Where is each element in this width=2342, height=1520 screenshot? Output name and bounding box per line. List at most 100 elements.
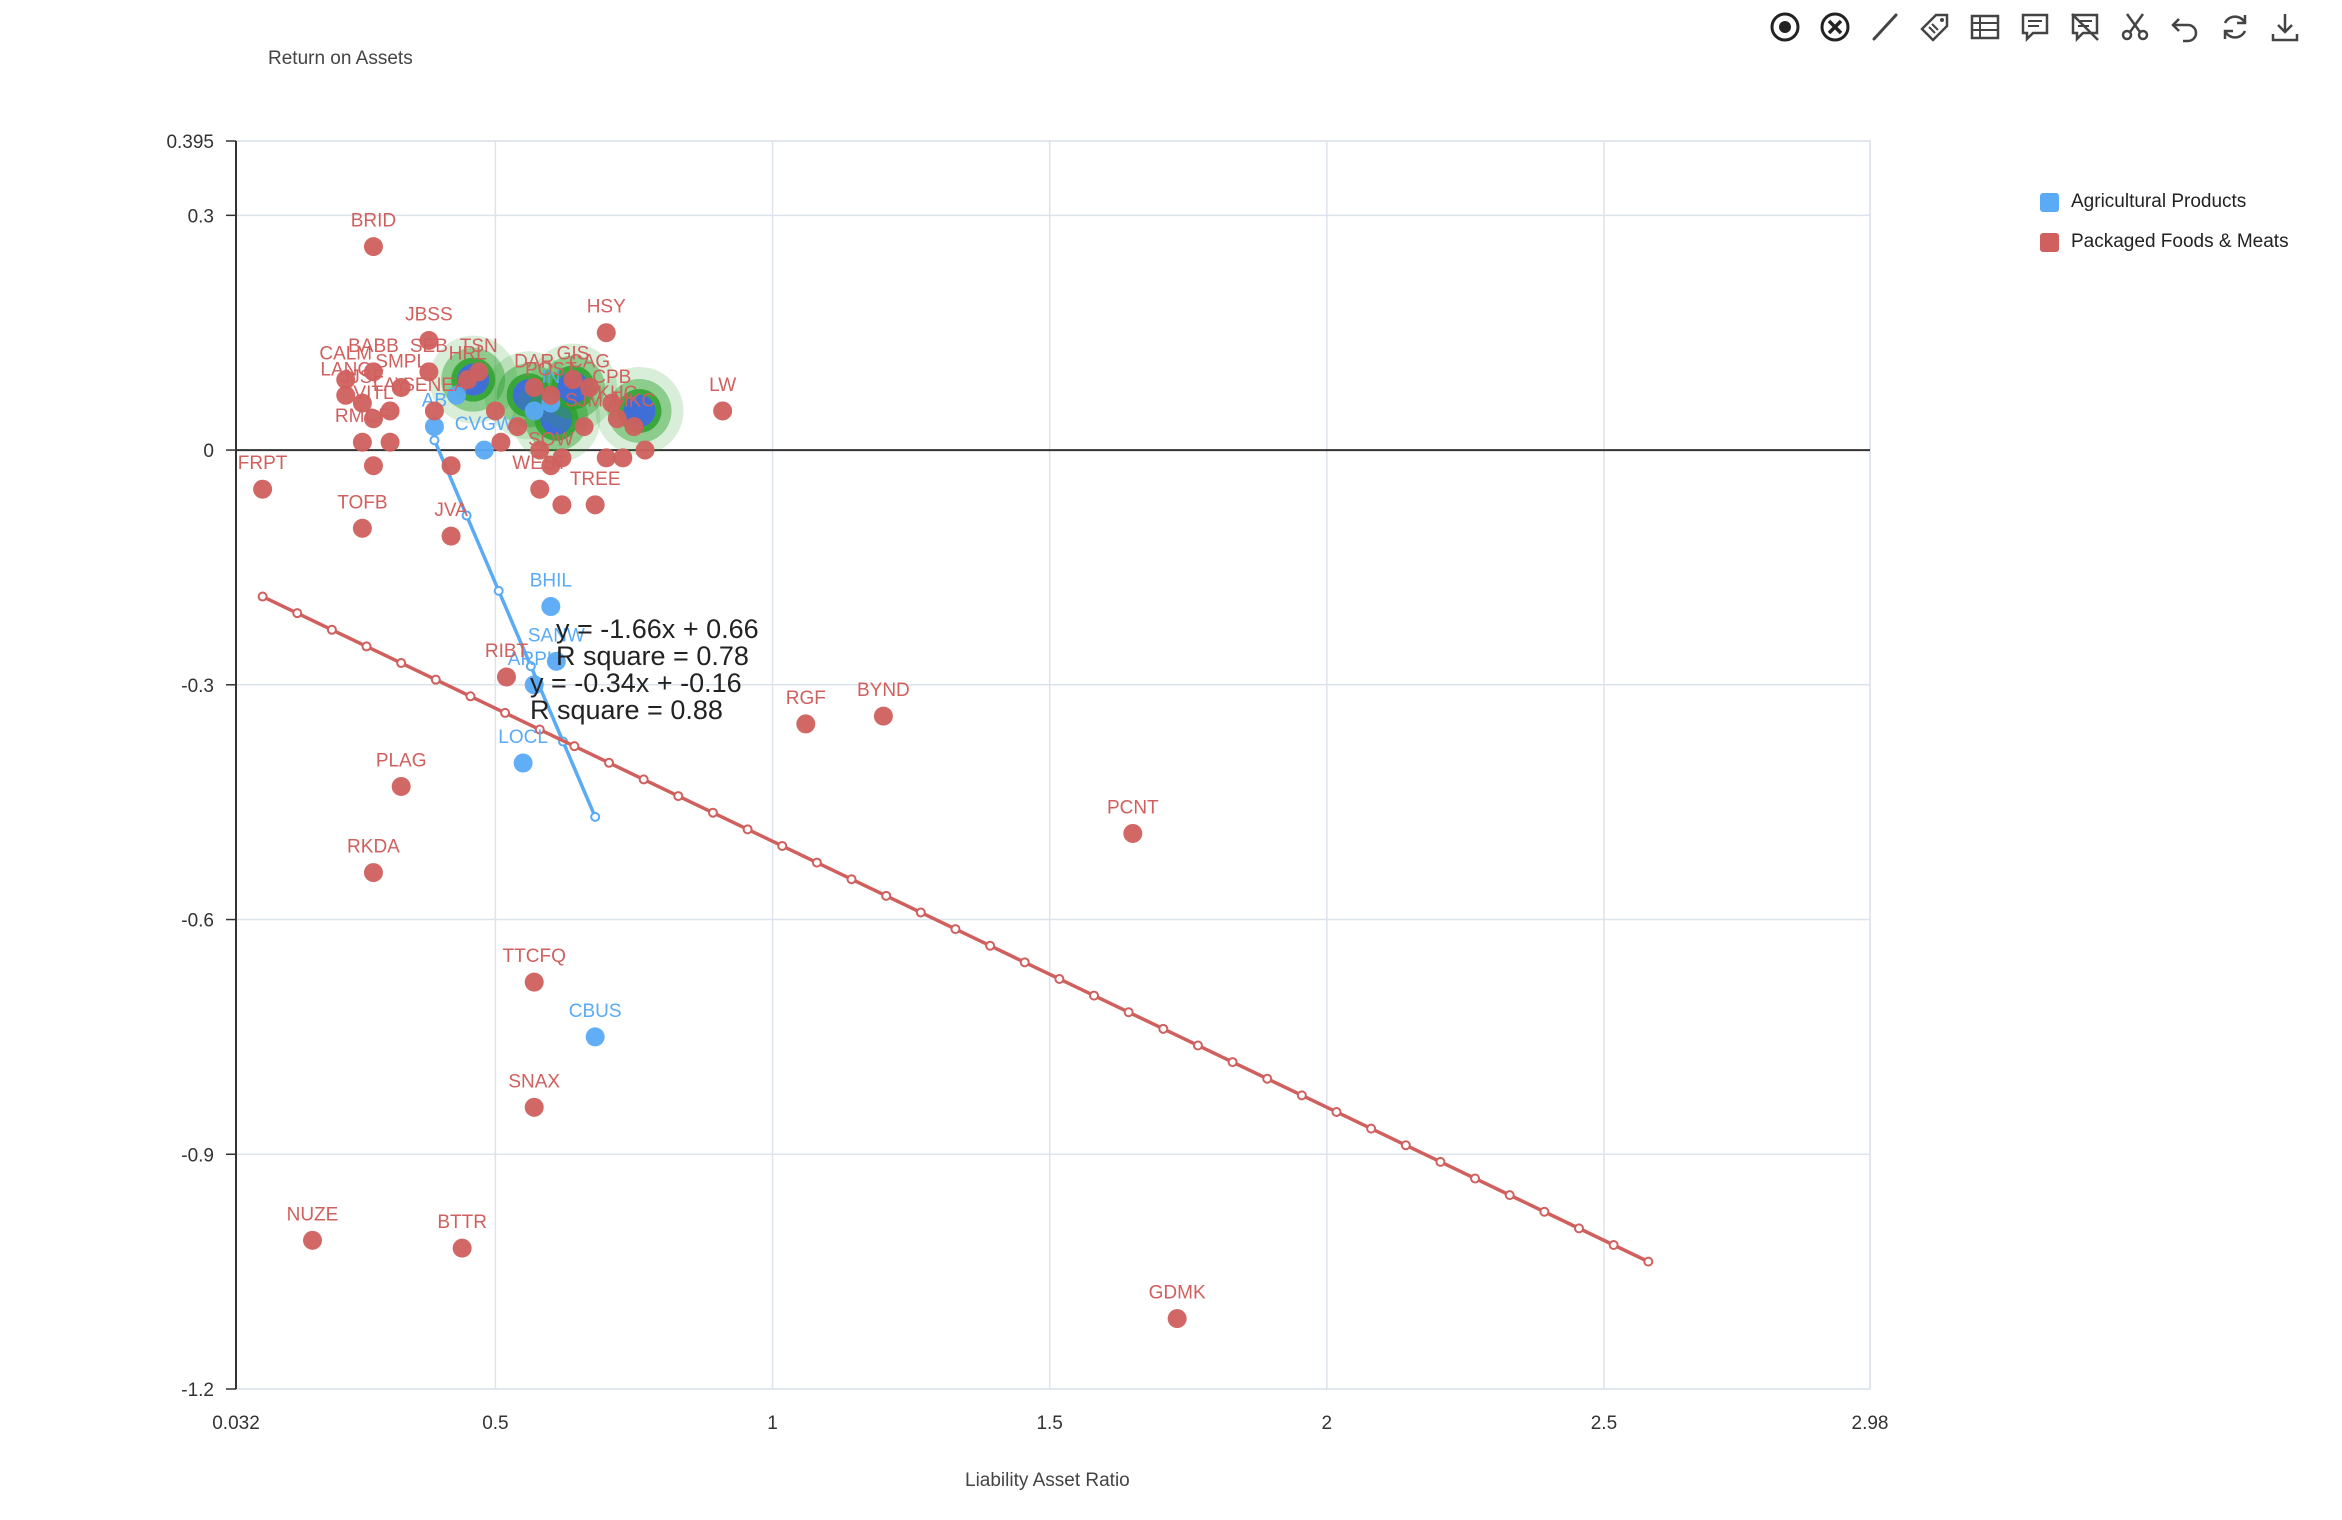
point-label-cbus: CBUS	[569, 1001, 622, 1022]
data-point-pcnt[interactable]	[1123, 823, 1143, 843]
data-point-locl[interactable]	[513, 753, 533, 773]
trend-marker	[569, 741, 580, 752]
trend-equation-packaged-foods: y = -0.34x + -0.16	[530, 668, 742, 698]
data-point-bynd[interactable]	[873, 706, 893, 726]
trend-marker	[1192, 1040, 1203, 1051]
point-label-frpt: FRPT	[238, 453, 288, 474]
trend-marker	[950, 924, 961, 935]
data-point-sjm[interactable]	[574, 417, 594, 437]
data-point-seb[interactable]	[419, 362, 439, 382]
comment-icon[interactable]	[2018, 10, 2052, 44]
data-point[interactable]	[552, 495, 572, 515]
data-point[interactable]	[491, 432, 511, 452]
data-point[interactable]	[596, 448, 616, 468]
data-point-cpb[interactable]	[602, 393, 622, 413]
data-point-west[interactable]	[530, 479, 550, 499]
trend-marker	[1227, 1057, 1238, 1068]
legend-item-agricultural-products[interactable]: Agricultural Products	[2040, 182, 2289, 222]
data-point-cbus[interactable]	[585, 1027, 605, 1047]
data-point-gis[interactable]	[563, 370, 583, 390]
data-point-snax[interactable]	[524, 1097, 544, 1117]
data-point-arph[interactable]	[524, 675, 544, 695]
data-point-gdmk[interactable]	[1167, 1309, 1187, 1329]
data-point[interactable]	[613, 448, 633, 468]
data-point-calm[interactable]	[336, 370, 356, 390]
data-point-vitl[interactable]	[363, 409, 383, 429]
data-point[interactable]	[530, 440, 550, 460]
data-point-plag[interactable]	[391, 777, 411, 797]
data-point-brid[interactable]	[363, 237, 383, 257]
data-point[interactable]	[380, 432, 400, 452]
point-label-ttcfq: TTCFQ	[503, 946, 566, 967]
data-point-ribt[interactable]	[496, 667, 516, 687]
table-icon[interactable]	[1968, 10, 2002, 44]
data-point-dar[interactable]	[524, 377, 544, 397]
refresh-icon[interactable]	[2218, 10, 2252, 44]
data-point-ab[interactable]	[424, 417, 444, 437]
no-comment-icon[interactable]	[2068, 10, 2102, 44]
data-point-jva[interactable]	[441, 526, 461, 546]
point-label-in: IN	[541, 367, 560, 388]
data-point-sanw[interactable]	[546, 651, 566, 671]
data-point[interactable]	[447, 385, 467, 405]
tag-icon[interactable]	[1918, 10, 1952, 44]
point-label-tsn: TSN	[460, 336, 498, 357]
point-label-nuze: NUZE	[287, 1204, 339, 1225]
undo-icon[interactable]	[2168, 10, 2202, 44]
target-icon[interactable]	[1768, 10, 1802, 44]
data-point-mkc[interactable]	[624, 417, 644, 437]
close-circle-icon[interactable]	[1818, 10, 1852, 44]
data-point[interactable]	[485, 401, 505, 421]
data-point-cag[interactable]	[580, 377, 600, 397]
trend-line-agricultural-products	[432, 439, 597, 818]
point-label-hsy: HSY	[587, 297, 626, 318]
y-tick-label: 0	[203, 441, 214, 462]
data-point-nuze[interactable]	[302, 1230, 322, 1250]
data-point-tree[interactable]	[585, 495, 605, 515]
point-label-post: POST	[525, 359, 577, 380]
data-point-cvgw[interactable]	[474, 440, 494, 460]
data-point-smpl[interactable]	[391, 377, 411, 397]
data-point-hsy[interactable]	[596, 323, 616, 343]
point-label-gdmk: GDMK	[1149, 1283, 1206, 1304]
data-point-sow[interactable]	[541, 456, 561, 476]
data-point-bhil[interactable]	[541, 597, 561, 617]
data-point-lw[interactable]	[713, 401, 733, 421]
trend-marker	[846, 874, 857, 885]
data-point-jjsf[interactable]	[352, 393, 372, 413]
data-point[interactable]	[508, 417, 528, 437]
legend-item-packaged-foods-meats[interactable]: Packaged Foods & Meats	[2040, 222, 2289, 262]
trend-marker	[1504, 1190, 1515, 1201]
line-icon[interactable]	[1868, 10, 1902, 44]
data-point-hrl[interactable]	[458, 370, 478, 390]
data-point-jbss[interactable]	[419, 331, 439, 351]
data-point[interactable]	[363, 456, 383, 476]
data-point-bttr[interactable]	[452, 1238, 472, 1258]
data-point-rmcf[interactable]	[352, 432, 372, 452]
point-label-bttr: BTTR	[437, 1212, 487, 1233]
data-point-babb[interactable]	[363, 362, 383, 382]
data-point-post[interactable]	[541, 385, 561, 405]
data-point-lay[interactable]	[380, 401, 400, 421]
data-point-ttcfq[interactable]	[524, 972, 544, 992]
point-label-rkda: RKDA	[347, 837, 400, 858]
data-point[interactable]	[441, 456, 461, 476]
data-point-khc[interactable]	[607, 409, 627, 429]
trend-marker	[811, 857, 822, 868]
scissors-icon[interactable]	[2118, 10, 2152, 44]
data-point-rgf[interactable]	[796, 714, 816, 734]
trend-marker	[777, 840, 788, 851]
download-icon[interactable]	[2268, 10, 2302, 44]
point-label-dar: DAR	[514, 351, 554, 372]
data-point-rkda[interactable]	[363, 863, 383, 883]
data-point-senea[interactable]	[424, 401, 444, 421]
data-point[interactable]	[524, 401, 544, 421]
data-point-tofb[interactable]	[352, 518, 372, 538]
trend-marker	[361, 641, 372, 652]
point-label-gis: GIS	[557, 344, 590, 365]
point-label-bhil: BHIL	[530, 571, 572, 592]
data-point-lanc[interactable]	[336, 385, 356, 405]
data-point-frpt[interactable]	[253, 479, 273, 499]
data-point[interactable]	[635, 440, 655, 460]
